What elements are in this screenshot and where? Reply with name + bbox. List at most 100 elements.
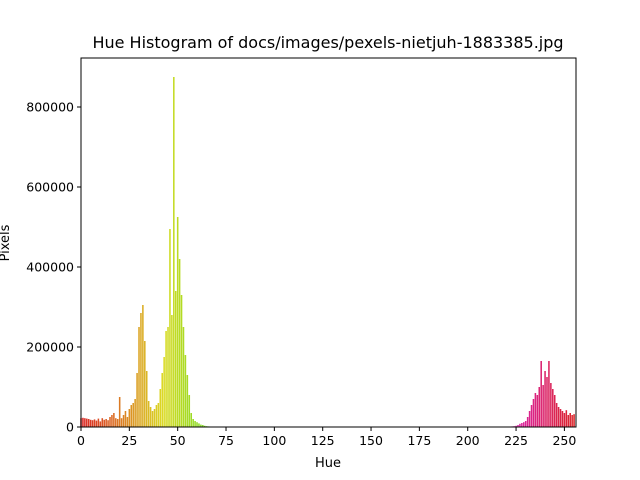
bar xyxy=(142,305,144,427)
bar xyxy=(169,229,171,427)
bar xyxy=(99,421,102,427)
x-tick-label: 0 xyxy=(77,433,85,448)
bar xyxy=(134,399,136,427)
bar xyxy=(84,418,86,427)
bar xyxy=(89,419,92,427)
bar xyxy=(165,331,167,427)
bar xyxy=(126,417,129,427)
bar xyxy=(138,327,140,427)
bar xyxy=(167,327,169,427)
bar xyxy=(178,259,181,427)
bar xyxy=(184,355,187,427)
bar xyxy=(530,405,533,427)
x-tick-label: 150 xyxy=(359,433,383,448)
bar xyxy=(573,414,575,427)
bar xyxy=(200,424,202,427)
bar xyxy=(149,407,152,427)
bar xyxy=(192,419,194,427)
bar xyxy=(136,373,138,427)
bar xyxy=(173,77,175,427)
bar xyxy=(196,422,198,427)
bar xyxy=(182,327,185,427)
bar xyxy=(107,420,109,427)
bar xyxy=(534,393,537,427)
bar xyxy=(188,395,191,427)
bar xyxy=(536,395,539,427)
bar xyxy=(124,411,127,427)
bar xyxy=(198,423,200,427)
bar xyxy=(171,315,173,427)
y-tick-label: 600000 xyxy=(26,180,74,195)
bar xyxy=(190,413,192,427)
y-tick-label: 800000 xyxy=(26,100,74,115)
x-tick-label: 250 xyxy=(552,433,576,448)
bar xyxy=(548,361,550,427)
bar xyxy=(116,419,119,427)
bar xyxy=(538,387,541,427)
bar xyxy=(122,415,125,427)
bar xyxy=(147,401,150,427)
bar xyxy=(202,425,204,427)
bar xyxy=(555,403,558,427)
bar xyxy=(128,409,131,427)
bar xyxy=(95,420,98,427)
bar xyxy=(176,217,179,427)
bar xyxy=(157,403,160,427)
bar xyxy=(567,415,570,427)
x-tick-label: 75 xyxy=(218,433,234,448)
bar xyxy=(563,413,566,427)
bar xyxy=(559,409,562,427)
bar xyxy=(552,389,554,427)
bar xyxy=(203,425,206,427)
bar xyxy=(515,425,517,427)
x-tick-label: 175 xyxy=(407,433,431,448)
bar xyxy=(517,425,519,427)
bar xyxy=(194,421,196,427)
chart-title: Hue Histogram of docs/images/pexels-niet… xyxy=(92,33,563,52)
bar xyxy=(159,389,162,427)
bar xyxy=(153,409,156,427)
bar xyxy=(130,405,133,427)
bar xyxy=(163,357,165,427)
bar xyxy=(557,407,560,427)
bar xyxy=(519,423,521,427)
plot-frame xyxy=(80,57,577,428)
bar xyxy=(523,422,525,427)
bar xyxy=(155,405,158,427)
x-axis-label: Hue xyxy=(315,456,341,471)
x-tick-label: 125 xyxy=(311,433,335,448)
bar xyxy=(532,399,535,427)
bar xyxy=(561,411,564,427)
bar xyxy=(524,421,527,427)
bar xyxy=(87,419,90,427)
bar xyxy=(145,371,148,427)
bar xyxy=(86,418,88,427)
bar xyxy=(120,418,123,427)
bar xyxy=(105,419,107,427)
bar xyxy=(571,415,573,427)
bar xyxy=(546,377,548,427)
bar xyxy=(528,411,531,427)
bar xyxy=(115,418,117,427)
bar xyxy=(521,423,523,427)
x-tick-label: 25 xyxy=(121,433,137,448)
y-axis-label: Pixels xyxy=(0,224,13,261)
bar xyxy=(151,411,154,427)
bar xyxy=(101,418,104,427)
bar xyxy=(544,371,546,427)
bar xyxy=(174,291,177,427)
bar xyxy=(97,418,100,427)
bar xyxy=(91,420,94,427)
bar xyxy=(565,410,568,427)
y-tick-label: 0 xyxy=(66,420,74,435)
x-tick-label: 200 xyxy=(456,433,480,448)
bar xyxy=(161,373,163,427)
bar xyxy=(180,295,183,427)
y-tick-label: 400000 xyxy=(26,260,74,275)
bar xyxy=(553,395,556,427)
y-tick-label: 200000 xyxy=(26,340,74,355)
bar xyxy=(569,413,571,427)
x-tick-label: 100 xyxy=(262,433,286,448)
